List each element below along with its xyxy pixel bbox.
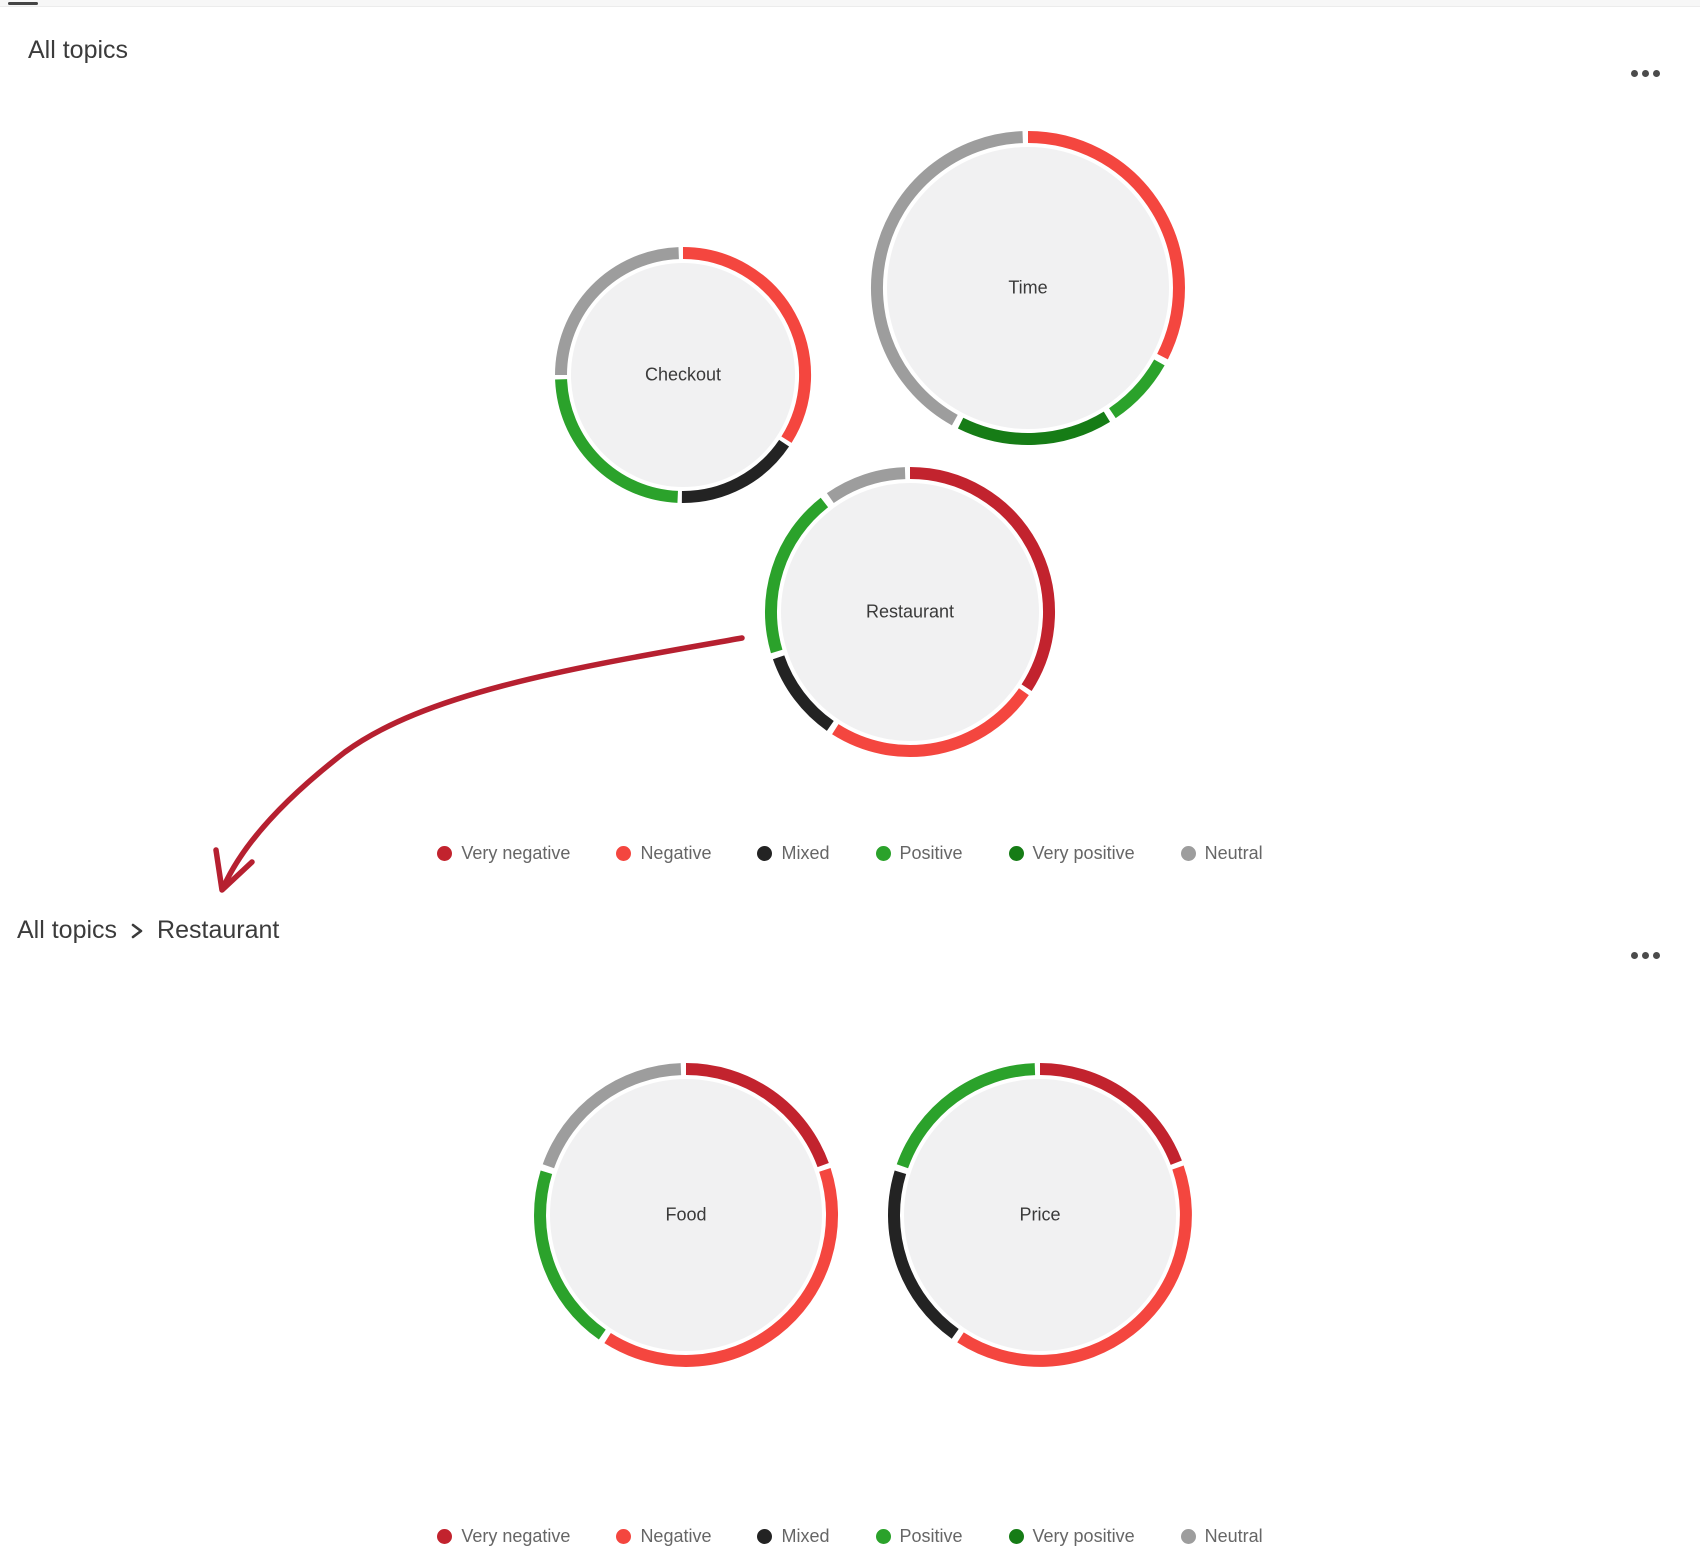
legend-dot bbox=[437, 846, 453, 861]
legend-dot bbox=[875, 1529, 891, 1544]
ellipsis-icon bbox=[1642, 70, 1649, 77]
sentiment-legend: Very negative Negative Mixed Positive Very p… bbox=[0, 843, 1700, 864]
bubble-checkout[interactable] bbox=[555, 247, 812, 504]
segment-negative[interactable] bbox=[832, 688, 1029, 757]
legend-label: Positive bbox=[899, 843, 963, 863]
breadcrumb-all-topics[interactable]: All topics bbox=[17, 916, 118, 944]
legend-dot bbox=[1008, 1529, 1024, 1544]
ellipsis-icon bbox=[1653, 70, 1660, 77]
legend-label: Neutral bbox=[1204, 1526, 1263, 1546]
segment-positive[interactable] bbox=[1108, 359, 1165, 419]
segment-neutral[interactable] bbox=[555, 247, 679, 376]
legend-dot bbox=[1180, 846, 1196, 861]
legend-label: Negative bbox=[640, 843, 712, 863]
bubble-body[interactable] bbox=[904, 1079, 1176, 1351]
bubble-food[interactable] bbox=[534, 1063, 838, 1367]
legend-item-very-negative[interactable]: Very negative bbox=[437, 843, 570, 864]
legend-item-very-positive[interactable]: Very positive bbox=[1008, 1526, 1135, 1547]
legend-item-negative[interactable]: Negative bbox=[616, 843, 711, 864]
chrome-dash bbox=[8, 2, 38, 5]
bubble-body[interactable] bbox=[571, 263, 795, 487]
legend-label: Positive bbox=[899, 1526, 963, 1546]
ellipsis-icon bbox=[1642, 952, 1649, 959]
bubble-body[interactable] bbox=[550, 1079, 822, 1351]
segment-mixed[interactable] bbox=[681, 439, 790, 504]
panel2-more-menu-button[interactable] bbox=[1625, 946, 1666, 965]
segment-mixed[interactable] bbox=[888, 1170, 959, 1339]
segment-very-negative[interactable] bbox=[1039, 1063, 1182, 1165]
legend-item-positive[interactable]: Positive bbox=[875, 843, 963, 864]
legend-label: Neutral bbox=[1204, 843, 1263, 863]
segment-neutral[interactable] bbox=[826, 467, 906, 504]
segment-positive[interactable] bbox=[896, 1063, 1036, 1169]
bubble-restaurant[interactable] bbox=[764, 467, 1055, 757]
legend-label: Very positive bbox=[1032, 843, 1135, 863]
legend-label: Negative bbox=[640, 1526, 712, 1546]
legend-dot bbox=[1008, 846, 1024, 861]
segment-negative[interactable] bbox=[604, 1168, 838, 1367]
chevron-right-icon bbox=[130, 921, 144, 941]
legend-item-very-positive[interactable]: Very positive bbox=[1008, 843, 1135, 864]
bubble-body[interactable] bbox=[887, 147, 1169, 429]
segment-negative[interactable] bbox=[1027, 131, 1185, 360]
segment-positive[interactable] bbox=[555, 379, 679, 503]
segment-positive[interactable] bbox=[764, 497, 829, 654]
segment-neutral[interactable] bbox=[542, 1063, 682, 1169]
segment-negative[interactable] bbox=[957, 1165, 1192, 1367]
legend-item-very-negative[interactable]: Very negative bbox=[437, 1526, 570, 1547]
bubble-time[interactable] bbox=[870, 131, 1185, 445]
segment-neutral[interactable] bbox=[870, 131, 1023, 426]
ellipsis-icon bbox=[1631, 70, 1638, 77]
legend-item-mixed[interactable]: Mixed bbox=[757, 1526, 830, 1547]
legend-dot bbox=[757, 846, 773, 861]
page-title: All topics bbox=[28, 36, 129, 64]
legend-item-negative[interactable]: Negative bbox=[616, 1526, 711, 1547]
ellipsis-icon bbox=[1631, 952, 1638, 959]
legend-label: Mixed bbox=[781, 843, 830, 863]
segment-positive[interactable] bbox=[534, 1170, 606, 1340]
legend-dot bbox=[437, 1529, 453, 1544]
segment-very-negative[interactable] bbox=[685, 1063, 829, 1168]
legend-item-positive[interactable]: Positive bbox=[875, 1526, 963, 1547]
legend-item-mixed[interactable]: Mixed bbox=[757, 843, 830, 864]
sentiment-legend: Very negative Negative Mixed Positive Very p… bbox=[0, 1526, 1700, 1547]
breadcrumb-restaurant: Restaurant bbox=[157, 916, 280, 944]
legend-dot bbox=[875, 846, 891, 861]
window-chrome-strip bbox=[0, 0, 1700, 7]
segment-very-positive[interactable] bbox=[957, 411, 1111, 445]
bubble-body[interactable] bbox=[781, 483, 1039, 741]
legend-item-neutral[interactable]: Neutral bbox=[1180, 843, 1263, 864]
segment-negative[interactable] bbox=[682, 247, 812, 443]
breadcrumb: All topics Restaurant bbox=[17, 916, 279, 945]
legend-label: Very negative bbox=[461, 843, 571, 863]
ellipsis-icon bbox=[1653, 952, 1660, 959]
legend-label: Mixed bbox=[781, 1526, 830, 1546]
panel1-more-menu-button[interactable] bbox=[1625, 64, 1666, 83]
legend-item-neutral[interactable]: Neutral bbox=[1180, 1526, 1263, 1547]
segment-mixed[interactable] bbox=[772, 655, 834, 731]
legend-label: Very positive bbox=[1032, 1526, 1135, 1546]
legend-label: Very negative bbox=[461, 1526, 571, 1546]
segment-very-negative[interactable] bbox=[909, 467, 1055, 691]
legend-dot bbox=[1180, 1529, 1196, 1544]
bubble-price[interactable] bbox=[888, 1063, 1192, 1367]
legend-dot bbox=[757, 1529, 773, 1544]
legend-dot bbox=[616, 1529, 632, 1544]
legend-dot bbox=[616, 846, 632, 861]
